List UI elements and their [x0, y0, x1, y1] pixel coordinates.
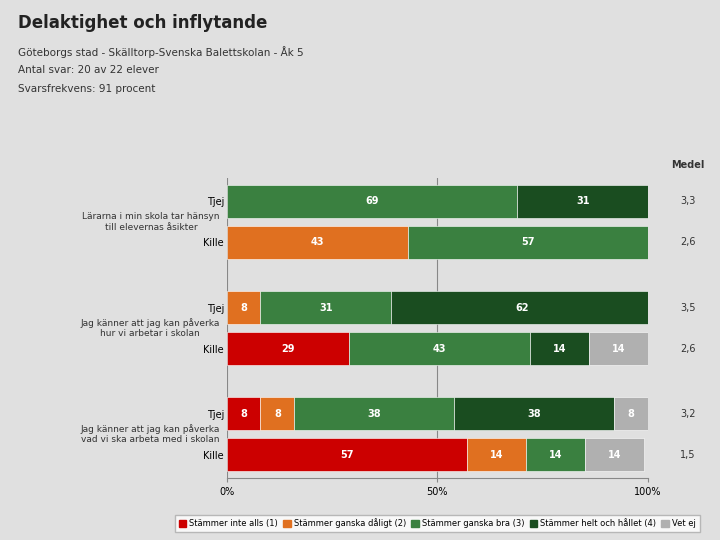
Text: Antal svar: 20 av 22 elever: Antal svar: 20 av 22 elever: [18, 65, 159, 75]
Text: 29: 29: [281, 343, 294, 354]
Text: 14: 14: [612, 343, 625, 354]
Text: Lärarna i min skola tar hänsyn
till elevernas åsikter: Lärarna i min skola tar hänsyn till elev…: [82, 212, 220, 232]
Bar: [261, 291, 391, 324]
Text: 8: 8: [240, 409, 247, 419]
Bar: [349, 332, 530, 365]
Bar: [408, 226, 648, 259]
Bar: [227, 185, 518, 218]
Bar: [526, 438, 585, 471]
Text: 3,5: 3,5: [680, 302, 696, 313]
Bar: [454, 397, 614, 430]
Bar: [227, 397, 261, 430]
Text: Svarsfrekvens: 91 procent: Svarsfrekvens: 91 procent: [18, 84, 156, 94]
Bar: [294, 397, 454, 430]
Legend: Stämmer inte alls (1), Stämmer ganska dåligt (2), Stämmer ganska bra (3), Stämme: Stämmer inte alls (1), Stämmer ganska då…: [175, 515, 700, 531]
Text: 62: 62: [515, 302, 528, 313]
Text: 2,6: 2,6: [680, 238, 696, 247]
Bar: [589, 332, 648, 365]
Text: 1,5: 1,5: [680, 450, 696, 460]
Bar: [614, 397, 648, 430]
Text: 31: 31: [576, 197, 590, 206]
Text: Göteborgs stad - Skälltorp-Svenska Balettskolan - Åk 5: Göteborgs stad - Skälltorp-Svenska Balet…: [18, 46, 304, 58]
Text: 14: 14: [549, 450, 562, 460]
Text: 43: 43: [310, 238, 324, 247]
Text: 8: 8: [274, 409, 281, 419]
Bar: [227, 291, 261, 324]
Text: 31: 31: [319, 302, 333, 313]
Text: Medel: Medel: [671, 160, 704, 170]
Bar: [227, 438, 467, 471]
Text: Delaktighet och inflytande: Delaktighet och inflytande: [18, 14, 267, 31]
Bar: [391, 291, 652, 324]
Text: 57: 57: [340, 450, 354, 460]
Bar: [585, 438, 644, 471]
Text: 3,2: 3,2: [680, 409, 696, 419]
Text: 3,3: 3,3: [680, 197, 696, 206]
Bar: [261, 397, 294, 430]
Bar: [227, 332, 349, 365]
Text: 38: 38: [367, 409, 381, 419]
Bar: [467, 438, 526, 471]
Text: 43: 43: [433, 343, 446, 354]
Text: 14: 14: [490, 450, 503, 460]
Bar: [227, 226, 408, 259]
Text: 57: 57: [521, 238, 535, 247]
Bar: [518, 185, 648, 218]
Text: 69: 69: [365, 197, 379, 206]
Text: Jag känner att jag kan påverka
vad vi ska arbeta med i skolan: Jag känner att jag kan påverka vad vi sk…: [80, 424, 220, 444]
Text: 14: 14: [608, 450, 621, 460]
Text: Jag känner att jag kan påverka
hur vi arbetar i skolan: Jag känner att jag kan påverka hur vi ar…: [80, 318, 220, 338]
Text: 14: 14: [553, 343, 567, 354]
Text: 8: 8: [628, 409, 634, 419]
Text: 38: 38: [528, 409, 541, 419]
Text: 8: 8: [240, 302, 247, 313]
Bar: [530, 332, 589, 365]
Text: 2,6: 2,6: [680, 343, 696, 354]
